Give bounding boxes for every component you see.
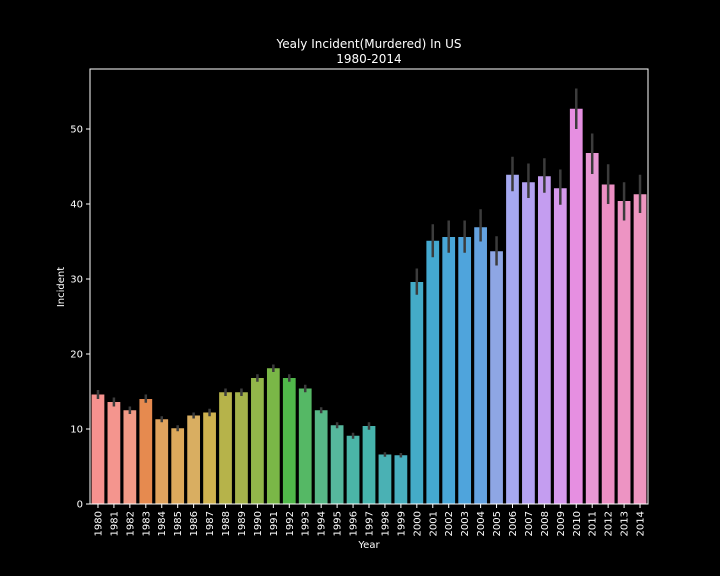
bar-1980: [91, 394, 105, 504]
x-tick-label: 1981: [109, 511, 120, 536]
x-tick-label: 2007: [524, 511, 535, 536]
x-tick-label: 2003: [460, 511, 471, 536]
x-tick-label: 1999: [396, 511, 407, 536]
x-tick-label: 2001: [428, 511, 439, 536]
x-tick-label: 2005: [492, 511, 503, 536]
bars-group: [91, 108, 647, 504]
y-tick-label: 0: [77, 500, 83, 511]
x-tick-label: 1991: [269, 511, 280, 536]
bar-1993: [298, 388, 312, 504]
bar-2011: [585, 153, 599, 504]
bar-1981: [107, 402, 121, 504]
y-tick-label: 20: [70, 350, 83, 361]
x-tick-label: 2002: [444, 511, 455, 536]
x-axis-label: Year: [357, 540, 380, 551]
chart-title: Yealy Incident(Murdered) In US: [276, 37, 462, 51]
bar-1988: [219, 392, 232, 504]
x-tick-label: 1980: [93, 511, 104, 536]
x-tick-label: 1998: [380, 511, 391, 536]
bar-1983: [139, 399, 153, 504]
bar-1994: [314, 410, 328, 504]
y-tick-label: 40: [70, 200, 83, 211]
bar-1998: [378, 454, 392, 504]
x-tick-label: 2010: [572, 511, 583, 536]
bar-1985: [171, 428, 185, 504]
bar-1995: [330, 425, 344, 504]
bar-1999: [394, 455, 408, 504]
x-tick-label: 1992: [285, 511, 296, 536]
x-tick-label: 2009: [556, 511, 567, 536]
x-tick-label: 2013: [620, 511, 631, 536]
bar-1989: [235, 392, 248, 504]
bar-1996: [346, 435, 360, 504]
error-bars-group: [96, 88, 642, 458]
bar-1987: [203, 412, 216, 504]
y-tick-label: 30: [70, 275, 83, 286]
y-axis: 0 10 20 30 40 50: [70, 125, 90, 511]
x-tick-label: 1997: [365, 511, 376, 536]
x-tick-label: 2004: [476, 511, 487, 536]
bar-2002: [442, 237, 456, 504]
bar-2005: [490, 251, 503, 504]
x-tick-label: 1996: [349, 511, 360, 536]
x-tick-label: 1982: [125, 511, 136, 536]
x-tick-label: 2006: [508, 511, 519, 536]
x-tick-label: 1983: [141, 511, 152, 536]
bar-2004: [474, 227, 487, 504]
x-tick-label: 1984: [157, 511, 168, 536]
x-tick-label: 2014: [636, 511, 647, 536]
x-tick-label: 1989: [237, 511, 248, 536]
bar-1990: [251, 378, 264, 504]
x-tick-label: 1995: [333, 511, 344, 536]
y-axis-label: Incident: [56, 267, 67, 307]
x-tick-label: 1987: [205, 511, 216, 536]
bar-2000: [410, 282, 424, 504]
x-tick-label: 1986: [189, 511, 200, 536]
bar-2009: [553, 188, 567, 504]
x-tick-label: 2011: [588, 511, 599, 536]
bar-2001: [426, 240, 440, 504]
y-tick-label: 50: [70, 125, 83, 136]
bar-2006: [506, 174, 519, 504]
bar-2014: [633, 194, 647, 504]
bar-1991: [266, 368, 280, 504]
x-tick-label: 1990: [253, 511, 264, 536]
bar-1992: [282, 378, 296, 504]
x-tick-label: 2000: [412, 511, 423, 536]
x-tick-label: 2008: [540, 511, 551, 536]
bar-2010: [569, 108, 583, 504]
x-tick-label: 1993: [301, 511, 312, 536]
x-tick-label: 1985: [173, 511, 184, 536]
bar-1986: [187, 415, 201, 504]
x-tick-label: 1994: [317, 511, 328, 536]
bar-1984: [155, 419, 169, 504]
bar-2012: [601, 184, 615, 504]
bar-1997: [362, 426, 376, 504]
bar-2008: [537, 176, 551, 504]
bar-1982: [123, 410, 137, 504]
chart-subtitle: 1980-2014: [336, 52, 401, 66]
bar-2007: [522, 182, 535, 504]
x-tick-label: 1988: [221, 511, 232, 536]
bar-2013: [617, 201, 631, 504]
x-axis: 1980 1981 1982 1983 1984 1985 1986 1987 1988 1989…: [93, 504, 647, 536]
x-tick-label: 2012: [604, 511, 615, 536]
y-tick-label: 10: [70, 425, 83, 436]
bar-2003: [458, 237, 472, 504]
